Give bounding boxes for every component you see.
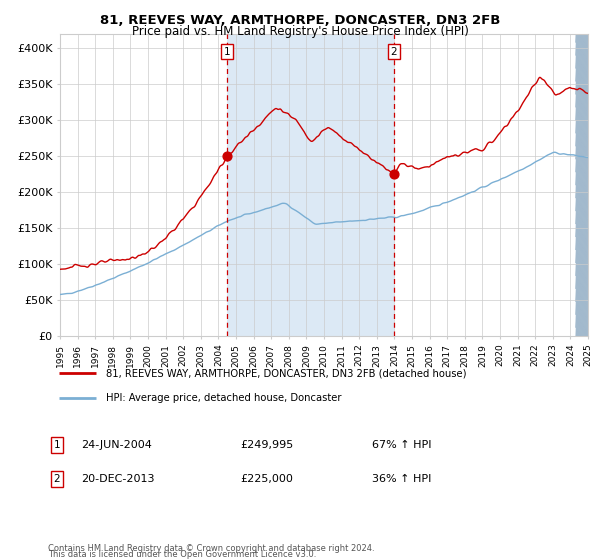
Text: £249,995: £249,995: [240, 440, 293, 450]
Point: [389, 170, 398, 179]
Text: HPI: Average price, detached house, Doncaster: HPI: Average price, detached house, Donc…: [106, 393, 341, 403]
Text: 2: 2: [391, 46, 397, 57]
Text: 24-JUN-2004: 24-JUN-2004: [81, 440, 152, 450]
Text: 81, REEVES WAY, ARMTHORPE, DONCASTER, DN3 2FB (detached house): 81, REEVES WAY, ARMTHORPE, DONCASTER, DN…: [106, 368, 467, 379]
Text: This data is licensed under the Open Government Licence v3.0.: This data is licensed under the Open Gov…: [48, 550, 316, 559]
Text: 81, REEVES WAY, ARMTHORPE, DONCASTER, DN3 2FB: 81, REEVES WAY, ARMTHORPE, DONCASTER, DN…: [100, 14, 500, 27]
Text: Contains HM Land Registry data © Crown copyright and database right 2024.: Contains HM Land Registry data © Crown c…: [48, 544, 374, 553]
Bar: [575, 34, 588, 336]
Text: 1: 1: [224, 46, 230, 57]
Text: 67% ↑ HPI: 67% ↑ HPI: [372, 440, 431, 450]
Text: £225,000: £225,000: [240, 474, 293, 484]
Bar: [227, 34, 394, 336]
Text: 1: 1: [53, 440, 61, 450]
Point: [222, 152, 232, 161]
Text: Price paid vs. HM Land Registry's House Price Index (HPI): Price paid vs. HM Land Registry's House …: [131, 25, 469, 38]
Text: 20-DEC-2013: 20-DEC-2013: [81, 474, 155, 484]
Text: 36% ↑ HPI: 36% ↑ HPI: [372, 474, 431, 484]
Text: 2: 2: [53, 474, 61, 484]
